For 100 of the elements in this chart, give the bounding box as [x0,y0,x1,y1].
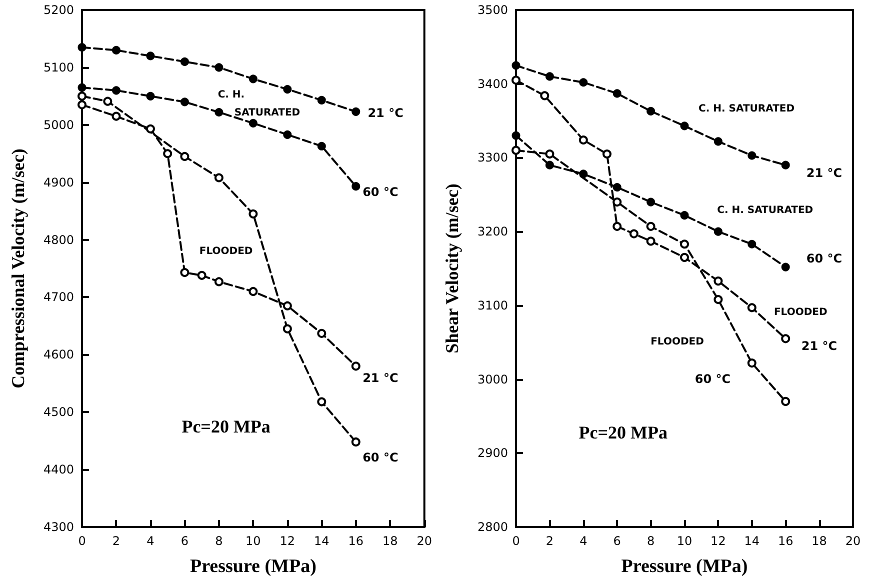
point [180,98,189,106]
point [612,89,622,98]
annotation: FLOODED [650,336,704,348]
point [317,142,326,150]
y-tick-label: 3100 [477,298,508,312]
point [545,160,554,170]
point [283,130,292,139]
x-tick-label: 2 [112,534,120,548]
x-tick-label: 12 [710,534,726,548]
point [714,276,723,286]
annotation: C. H. SATURATED [698,104,795,115]
annotation: FLOODED [774,307,828,318]
point [512,61,520,70]
point [646,222,656,231]
point [748,240,756,248]
point [78,100,86,110]
series-label: 60 °C [806,252,842,266]
point [629,229,638,238]
point [781,334,790,344]
point [714,295,723,304]
x-tick-label: 0 [512,534,520,548]
annotation: C. H. [218,89,245,100]
point [781,262,790,272]
x-tick-label: 6 [180,534,189,548]
point [248,74,258,84]
x-tick-label: 6 [613,534,621,548]
x-tick-label: 8 [646,534,655,548]
y-tick-label: 2900 [477,446,508,460]
y-tick-label: 4900 [43,175,74,190]
point [512,131,520,140]
point [180,152,190,161]
y-axis-title: Shear Velocity (m/sec) [442,184,462,354]
y-tick-label: 4700 [43,290,74,304]
point [781,160,790,170]
y-tick-label: 4600 [43,348,74,362]
annotation: FLOODED [199,246,253,257]
point [146,52,155,60]
point [214,277,224,286]
point [781,396,790,406]
annotation: C. H. SATURATED [717,204,814,216]
series-label: 21 °C [368,106,404,120]
point [214,173,224,182]
x-tick-label: 4 [146,534,154,548]
annotation: Pc=20 MPa [182,416,270,437]
point [512,146,520,155]
point [197,270,206,280]
x-axis-title: Pressure (MPa) [621,556,748,577]
point [579,78,588,87]
point [612,183,622,192]
point [545,150,554,159]
point [602,150,612,159]
point [282,324,292,334]
series-label: 21 °C [362,371,398,386]
x-tick-label: 8 [215,534,223,548]
x-tick-label: 4 [580,534,588,548]
y-tick-label: 5100 [43,60,74,74]
y-tick-label: 2800 [477,520,508,534]
series-label: 21 °C [801,338,838,353]
point [747,303,756,312]
point [351,437,360,446]
point [163,149,172,158]
y-tick-label: 5000 [43,118,74,132]
point [540,91,550,100]
y-tick-label: 3200 [477,224,508,239]
y-tick-label: 5200 [43,3,74,17]
x-tick-label: 18 [812,534,827,548]
point [680,122,689,130]
y-tick-label: 4500 [43,405,74,420]
point [78,83,86,92]
point [180,57,189,66]
point [103,96,112,106]
y-tick-label: 3500 [477,3,508,17]
x-tick-label: 14 [314,534,330,548]
point [317,397,326,406]
point [646,106,656,116]
point [248,286,258,296]
annotation: SATURATED [234,107,300,118]
y-tick-label: 3300 [477,150,508,165]
x-tick-label: 10 [676,534,692,548]
series-label: 60 °C [362,450,398,465]
point [680,240,689,249]
series-label: 60 °C [694,372,731,386]
x-tick-label: 18 [382,534,398,548]
annotation: Pc=20 MPa [578,422,668,442]
x-tick-label: 2 [546,534,554,548]
point [248,118,258,128]
point [579,170,588,178]
x-tick-label: 20 [416,534,432,548]
point [545,72,554,81]
point [248,209,258,218]
x-tick-label: 14 [744,534,760,548]
point [180,268,190,278]
y-tick-label: 3000 [477,372,508,386]
point [146,92,155,100]
point [512,76,520,85]
point [646,236,656,246]
x-axis-title: Pressure (MPa) [190,556,316,577]
point [680,211,689,220]
point [646,198,656,206]
point [352,107,360,116]
